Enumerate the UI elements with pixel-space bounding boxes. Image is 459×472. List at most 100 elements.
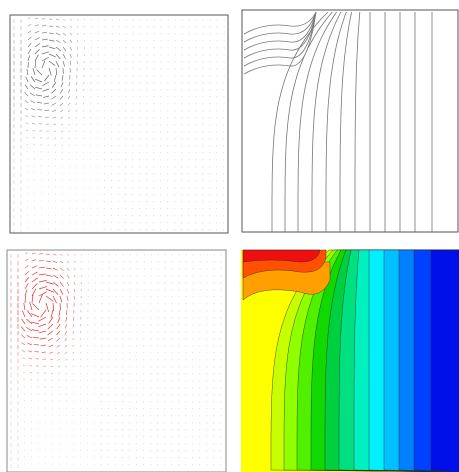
vector-arrow	[159, 214, 162, 217]
vector-arrow	[178, 421, 180, 424]
vector-arrow	[24, 99, 29, 104]
vector-arrow	[128, 421, 131, 424]
vector-arrow	[27, 48, 32, 55]
vector-arrow	[135, 421, 138, 424]
vector-arrow	[55, 60, 60, 68]
vector-arrow	[87, 351, 89, 354]
vector-arrow	[103, 200, 106, 203]
vector-arrow	[100, 428, 103, 431]
vector-arrow	[213, 428, 215, 431]
vector-arrow	[110, 214, 113, 217]
vector-arrow	[56, 344, 61, 348]
vector-arrow	[110, 221, 113, 224]
vector-arrow	[41, 51, 50, 55]
vector-arrow	[49, 358, 54, 361]
vector-arrow	[110, 158, 113, 161]
vector-arrow	[86, 365, 89, 368]
vector-arrow	[50, 372, 54, 374]
vector-arrow	[177, 435, 180, 438]
vector-arrow	[48, 25, 54, 27]
vector-arrow	[75, 123, 78, 126]
vector-arrow	[104, 32, 106, 35]
vector-arrow	[96, 186, 99, 188]
vector-arrow	[114, 449, 117, 452]
vector-arrow	[67, 95, 71, 100]
vector-arrow	[100, 435, 103, 438]
vector-arrow	[90, 109, 92, 112]
vector-arrow	[111, 25, 113, 28]
vector-arrow	[86, 379, 89, 382]
vector-arrow	[142, 463, 145, 466]
vector-arrow	[111, 18, 113, 21]
vector-arrow	[87, 267, 89, 270]
vector-arrow	[93, 449, 96, 451]
vector-arrow	[73, 267, 76, 271]
vector-arrow	[104, 18, 106, 21]
vector-arrow	[110, 130, 113, 133]
vector-arrow	[73, 295, 75, 300]
vector-arrow	[138, 165, 141, 168]
vector-arrow	[163, 421, 166, 424]
vector-arrow	[61, 137, 64, 140]
vector-arrow	[94, 393, 96, 395]
vector-arrow	[82, 123, 85, 126]
vector-arrow	[159, 207, 162, 210]
vector-arrow	[129, 358, 131, 361]
vector-arrow	[117, 151, 120, 154]
vector-arrow	[153, 137, 155, 140]
vector-arrow	[150, 372, 152, 375]
vector-arrow	[184, 442, 187, 445]
vector-arrow	[117, 137, 120, 140]
vector-arrow	[34, 48, 40, 55]
vector-arrow	[50, 309, 54, 319]
vector-arrow	[42, 81, 50, 86]
vector-arrow	[166, 228, 169, 231]
vector-arrow	[195, 179, 197, 182]
vector-arrow	[45, 302, 49, 312]
vector-arrow	[75, 102, 78, 106]
vector-arrow	[199, 414, 201, 417]
vector-arrow	[96, 200, 99, 202]
vector-arrow	[82, 172, 85, 174]
vector-arrow	[206, 414, 208, 417]
vector-arrow	[174, 151, 176, 154]
vector-arrow	[100, 400, 103, 403]
vector-arrow	[216, 214, 218, 217]
filled-contour-panel	[241, 249, 459, 472]
vector-arrow	[48, 67, 52, 76]
vector-arrow	[117, 179, 120, 182]
vector-arrow	[145, 172, 148, 175]
vector-arrow	[223, 186, 225, 189]
vector-arrow	[48, 53, 56, 58]
vector-arrow	[45, 116, 50, 118]
vector-arrow	[164, 407, 166, 410]
vector-arrow	[131, 179, 134, 182]
vector-arrow	[209, 186, 211, 189]
vector-arrow	[60, 116, 64, 119]
vector-arrow	[86, 414, 89, 416]
vector-arrow	[185, 414, 187, 417]
vector-arrow	[216, 179, 218, 182]
vector-arrow	[145, 221, 148, 224]
vector-arrow	[34, 60, 37, 69]
vector-arrow	[131, 214, 134, 217]
vector-arrow	[90, 102, 92, 105]
vector-arrow	[32, 336, 40, 339]
vector-arrow	[180, 214, 183, 217]
vector-arrow	[25, 122, 29, 125]
vector-arrow	[164, 386, 166, 389]
red-vectors-panel	[10, 252, 222, 468]
vector-arrow	[185, 393, 187, 396]
vector-arrow	[108, 344, 110, 347]
vector-arrow	[107, 463, 110, 466]
vector-arrow	[64, 330, 68, 335]
vector-arrow	[59, 109, 64, 113]
vector-arrow	[76, 39, 79, 43]
vector-arrow	[118, 18, 120, 21]
contour-line	[243, 11, 317, 75]
vector-arrow	[216, 200, 218, 203]
vector-arrow	[31, 283, 38, 290]
vector-arrow	[142, 421, 145, 424]
vector-arrow	[58, 372, 61, 375]
vector-arrow	[121, 456, 124, 459]
